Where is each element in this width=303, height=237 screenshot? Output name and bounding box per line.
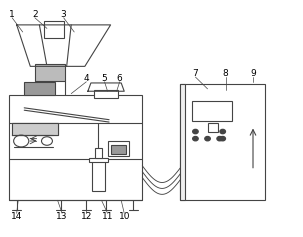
Text: 12: 12 — [81, 212, 92, 221]
Text: 6: 6 — [117, 74, 122, 83]
Text: 14: 14 — [11, 212, 22, 221]
Bar — [24, 82, 55, 95]
Text: 13: 13 — [56, 212, 68, 221]
Text: 9: 9 — [250, 69, 256, 78]
Bar — [108, 141, 129, 156]
Text: 8: 8 — [223, 69, 228, 78]
Text: 10: 10 — [118, 212, 130, 221]
Circle shape — [205, 137, 210, 141]
Polygon shape — [12, 123, 58, 135]
Bar — [192, 101, 232, 121]
Bar — [44, 21, 64, 38]
Text: 4: 4 — [84, 74, 89, 83]
Bar — [35, 64, 65, 81]
Bar — [111, 145, 126, 154]
Bar — [94, 90, 118, 98]
Text: 2: 2 — [32, 10, 38, 19]
Circle shape — [193, 129, 198, 134]
Circle shape — [193, 137, 198, 141]
Bar — [95, 148, 102, 158]
Bar — [180, 84, 185, 200]
Polygon shape — [17, 25, 111, 66]
Bar — [9, 95, 142, 200]
Text: 3: 3 — [61, 10, 66, 19]
Bar — [92, 160, 105, 191]
Bar — [89, 158, 108, 162]
Polygon shape — [88, 83, 124, 91]
Text: 1: 1 — [9, 10, 15, 19]
Bar — [180, 84, 265, 200]
Circle shape — [217, 137, 222, 141]
Bar — [208, 123, 218, 132]
Circle shape — [220, 129, 225, 134]
Circle shape — [220, 137, 225, 141]
Text: 11: 11 — [102, 212, 113, 221]
Text: 5: 5 — [102, 74, 107, 83]
Text: 7: 7 — [193, 69, 198, 78]
